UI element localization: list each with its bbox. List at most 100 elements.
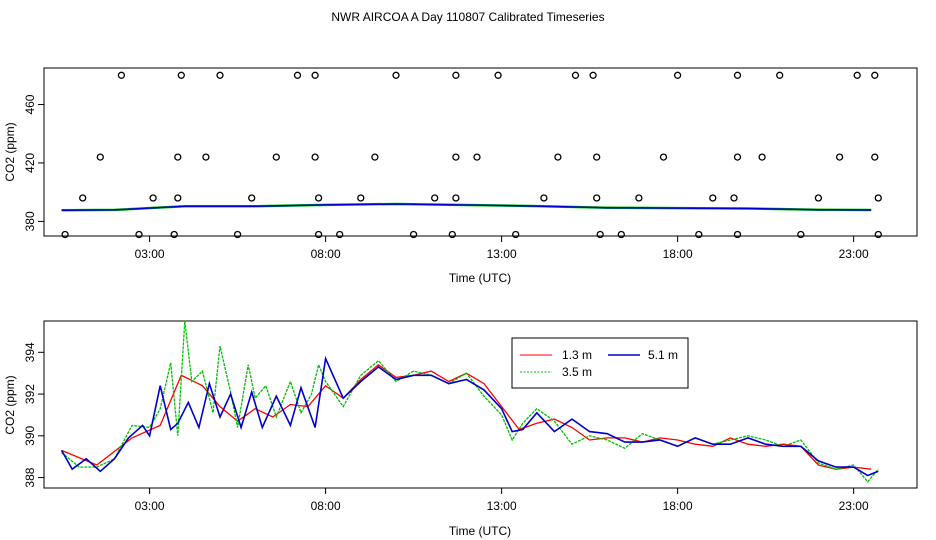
outlier-point <box>233 230 242 239</box>
outlier-point <box>272 153 280 161</box>
outlier-point <box>216 71 224 79</box>
outlier-point <box>314 230 323 239</box>
bottom-x-tick-label: 18:00 <box>663 499 693 513</box>
outlier-point <box>174 153 182 161</box>
bottom-x-axis-label: Time (UTC) <box>449 524 511 538</box>
bottom-y-tick-label: 392 <box>23 384 37 404</box>
outlier-point <box>357 194 365 202</box>
outlier-point <box>174 194 182 202</box>
outlier-point <box>170 230 178 239</box>
outlier-point <box>814 194 823 202</box>
outlier-point <box>135 230 143 239</box>
outlier-point <box>177 71 185 79</box>
bottom-data-lines <box>60 320 879 483</box>
top-panel: 380 420 460 03:00 08:00 13:00 18:00 23:00 Time… <box>3 67 918 285</box>
outlier-point <box>61 230 69 239</box>
bottom-y-tick-label: 390 <box>23 425 37 445</box>
bottom-x-tick-label: 03:00 <box>135 499 165 513</box>
top-x-tick-label: 18:00 <box>663 247 693 261</box>
outlier-point <box>452 194 460 202</box>
outlier-point <box>673 71 682 79</box>
outlier-point <box>571 71 580 79</box>
outlier-point <box>79 194 87 202</box>
bottom-panel: 388 390 392 394 03:00 08:00 13:00 18:00 23:00 T… <box>3 320 918 538</box>
top-series-line-5-1m <box>61 203 872 212</box>
outlier-point <box>874 230 882 239</box>
outlier-point <box>452 71 460 79</box>
outlier-point <box>448 230 456 239</box>
top-x-axis-label: Time (UTC) <box>449 271 511 285</box>
outlier-point <box>733 153 742 161</box>
series-line-5-1-m <box>60 355 879 477</box>
top-x-tick-label: 23:00 <box>839 247 869 261</box>
outlier-point <box>874 194 882 202</box>
outlier-point <box>494 71 502 79</box>
bottom-x-tick-label: 08:00 <box>311 499 341 513</box>
outlier-point <box>730 194 738 202</box>
series-line-1-3-m <box>61 363 872 470</box>
figure-title: NWR AIRCOA A Day 110807 Calibrated Times… <box>331 10 604 24</box>
outlier-point <box>758 153 766 161</box>
outlier-point <box>452 153 460 161</box>
outlier-point <box>709 194 717 202</box>
bottom-y-tick-label: 388 <box>23 467 37 487</box>
bottom-y-tick-label: 394 <box>23 342 37 362</box>
top-y-axis-label: CO2 (ppm) <box>3 122 17 181</box>
outlier-point <box>835 153 844 161</box>
outlier-point <box>392 71 400 79</box>
outlier-point <box>733 230 742 239</box>
outlier-point <box>853 71 861 79</box>
bottom-y-axis-label: CO2 (ppm) <box>3 375 17 434</box>
bottom-x-tick-label: 13:00 <box>487 499 517 513</box>
outlier-point <box>149 194 157 202</box>
outlier-point <box>797 230 805 239</box>
top-y-tick-label: 420 <box>23 153 37 173</box>
top-y-tick-label: 460 <box>23 94 37 114</box>
outlier-point <box>409 230 418 239</box>
outlier-point <box>248 194 256 202</box>
outlier-point <box>431 194 439 202</box>
outlier-point <box>311 71 319 79</box>
outlier-point <box>512 230 520 239</box>
top-plot-frame <box>43 67 918 237</box>
legend-box <box>511 337 689 389</box>
outlier-point <box>589 71 597 79</box>
outlier-point <box>659 153 668 161</box>
outlier-point <box>293 71 302 79</box>
outlier-point <box>314 194 323 202</box>
outlier-point <box>371 153 379 161</box>
legend-label-5-1m: 5.1 m <box>648 348 678 362</box>
bottom-x-axis: 03:00 08:00 13:00 18:00 23:00 <box>135 488 869 513</box>
top-x-tick-label: 03:00 <box>135 247 165 261</box>
top-y-axis: 380 420 460 <box>23 94 44 231</box>
top-y-tick-label: 380 <box>23 211 37 231</box>
bottom-plot-frame <box>43 320 918 489</box>
outlier-point <box>596 230 604 239</box>
outlier-point <box>593 194 601 202</box>
legend-label-1-3m: 1.3 m <box>562 348 592 362</box>
outlier-point <box>871 153 879 161</box>
outlier-point <box>336 230 344 239</box>
outlier-point <box>540 194 548 202</box>
outlier-point <box>733 71 742 79</box>
legend-label-3-5m: 3.5 m <box>562 365 592 379</box>
outlier-point <box>871 71 879 79</box>
outlier-point <box>635 194 643 202</box>
outlier-point <box>617 230 625 239</box>
outlier-point <box>776 71 784 79</box>
outlier-point <box>473 153 481 161</box>
outlier-point <box>554 153 562 161</box>
series-line-3-5-m <box>61 320 879 483</box>
bottom-y-axis: 388 390 392 394 <box>23 342 44 488</box>
top-x-tick-label: 08:00 <box>311 247 341 261</box>
legend: 1.3 m 3.5 m 5.1 m <box>511 337 689 389</box>
top-x-tick-label: 13:00 <box>487 247 517 261</box>
outlier-point <box>96 153 104 161</box>
bottom-x-tick-label: 23:00 <box>839 499 869 513</box>
outlier-point <box>202 153 210 161</box>
outlier-point <box>117 71 126 79</box>
outlier-point <box>593 153 601 161</box>
top-data-marks <box>61 71 882 239</box>
outlier-point <box>695 230 703 239</box>
